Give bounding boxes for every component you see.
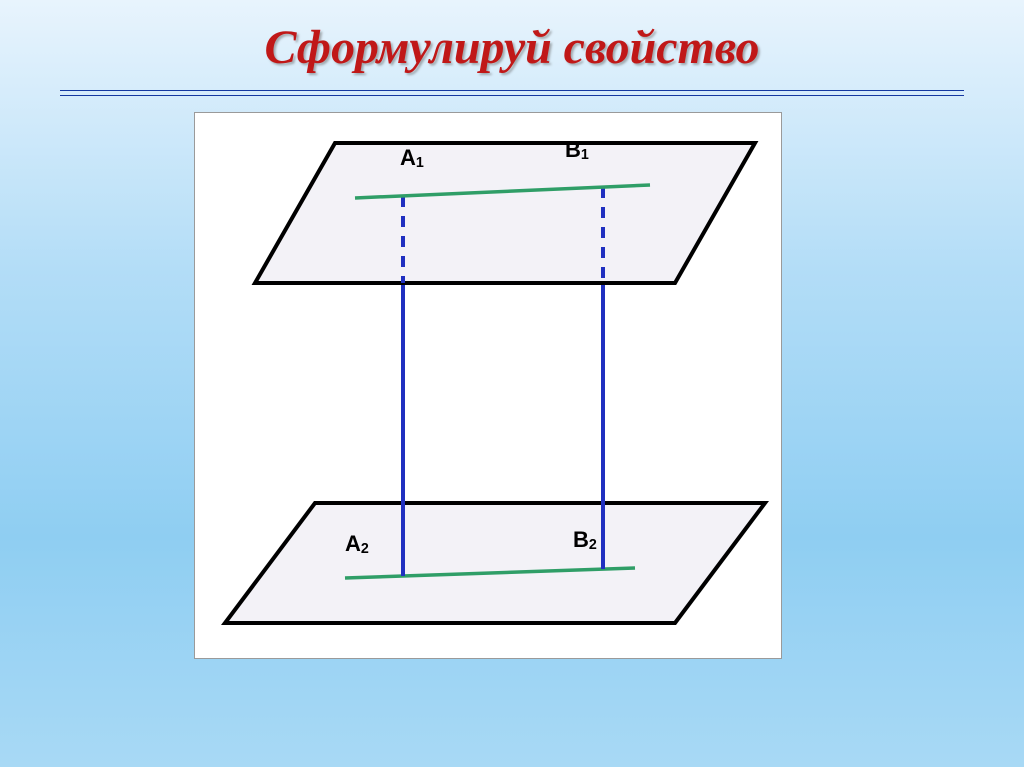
slide: Сформулируй свойство А1 В1 А2 В2 [0,0,1024,767]
title-underline [60,90,964,96]
label-a1: А1 [400,145,424,171]
label-b2-sub: 2 [589,537,597,553]
label-a1-sub: 1 [416,155,424,171]
label-b1: В1 [565,137,589,163]
label-a1-letter: А [400,145,416,170]
label-a2-sub: 2 [361,541,369,557]
label-a2-letter: А [345,531,361,556]
label-b2: В2 [573,527,597,553]
slide-title: Сформулируй свойство [0,20,1024,75]
figure-container: А1 В1 А2 В2 [194,112,782,659]
geometry-diagram [195,113,781,658]
label-b1-letter: В [565,137,581,162]
label-a2: А2 [345,531,369,557]
slide-title-text: Сформулируй свойство [265,21,760,74]
label-b2-letter: В [573,527,589,552]
label-b1-sub: 1 [581,147,589,163]
